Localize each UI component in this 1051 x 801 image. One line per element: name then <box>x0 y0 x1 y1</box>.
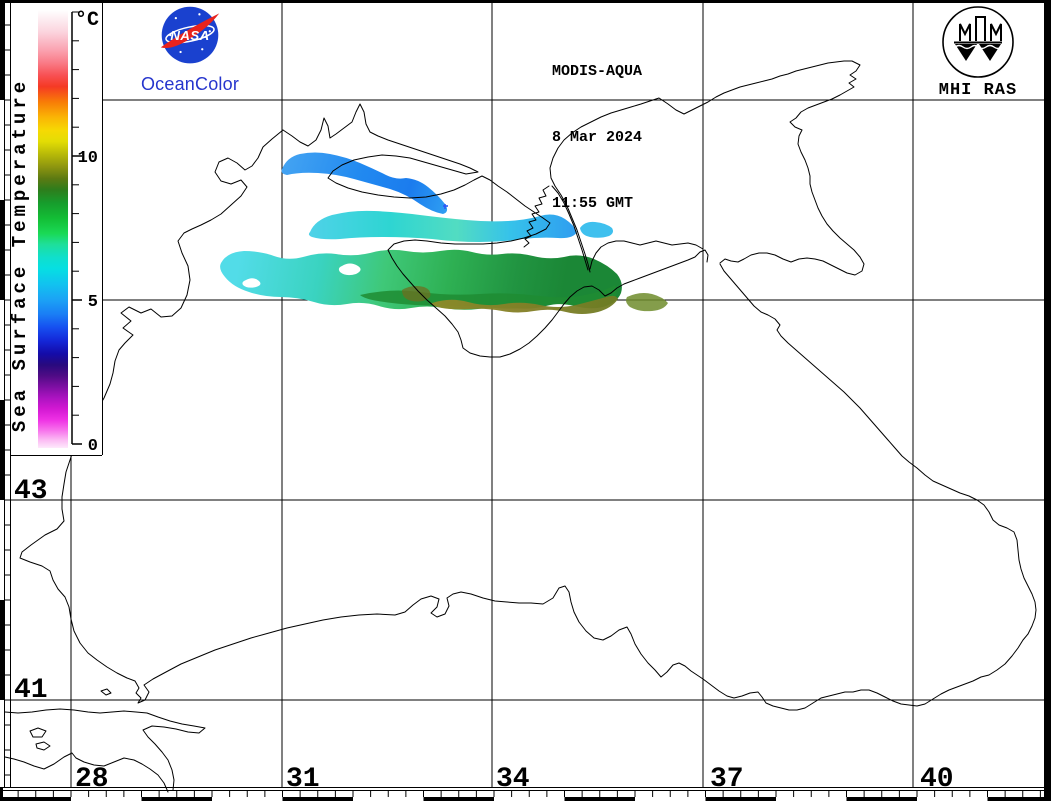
orbit-ellipse-icon <box>165 24 215 44</box>
svg-text:5: 5 <box>88 293 98 312</box>
svg-text:37: 37 <box>710 764 744 795</box>
institute-label: MHI RAS <box>938 81 1018 100</box>
nasa-logo-block: NASA OceanColor <box>133 4 247 95</box>
svg-text:10: 10 <box>78 149 98 168</box>
svg-text:0: 0 <box>88 437 98 456</box>
colorbar-panel: 0 5 10 °C Sea Surface Temperature <box>9 3 103 456</box>
svg-text:28: 28 <box>75 764 109 795</box>
mhi-logo-circle <box>942 6 1014 78</box>
graticule-labels: 43 41 28 31 34 37 40 <box>14 476 954 795</box>
grid-lines <box>10 3 1044 787</box>
mhi-hull-right-icon <box>979 44 1001 61</box>
mhi-ras-logo <box>942 6 1014 78</box>
nasa-swoosh-icon <box>160 13 220 49</box>
svg-text:41: 41 <box>14 675 48 706</box>
nasa-logo: NASA <box>160 6 220 64</box>
wave-line-icon <box>954 44 1002 50</box>
nasa-wordmark: NASA <box>170 28 209 43</box>
svg-text:43: 43 <box>14 476 48 507</box>
satellite-info: MODIS-AQUA 8 Mar 2024 11:55 GMT <box>552 17 642 259</box>
svg-text:40: 40 <box>920 764 954 795</box>
svg-text:34: 34 <box>496 764 530 795</box>
institute-block: MHI RAS <box>916 4 1040 100</box>
coastline <box>4 60 1037 793</box>
acquisition-date: 8 Mar 2024 <box>552 129 643 146</box>
mhi-hull-left-icon <box>955 44 977 61</box>
sst-data-layer <box>220 152 668 314</box>
sensor-name: MODIS-AQUA <box>552 63 643 80</box>
acquisition-time: 11:55 GMT <box>552 195 634 212</box>
colorbar-title: Sea Surface Temperature <box>9 78 31 432</box>
oceancolor-label: OceanColor <box>140 74 240 94</box>
colorbar-unit-label: °C <box>75 9 99 32</box>
svg-text:31: 31 <box>286 764 320 795</box>
